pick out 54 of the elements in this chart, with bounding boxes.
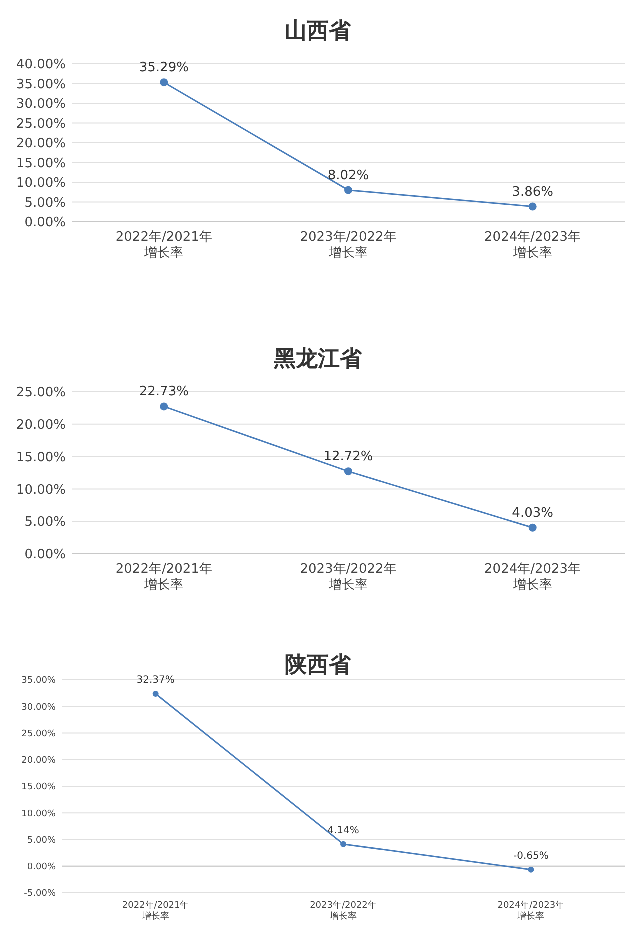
point xyxy=(528,866,534,873)
data-label: -0.65% xyxy=(513,850,549,862)
y-tick-label: 5.00% xyxy=(27,836,56,846)
y-tick-label: 15.00% xyxy=(16,450,66,466)
y-tick-label: 5.00% xyxy=(24,196,66,211)
data-label: 4.14% xyxy=(328,825,360,836)
y-tick-label: 15.00% xyxy=(22,782,56,793)
point xyxy=(528,524,537,532)
point xyxy=(344,468,352,476)
data-label: 4.03% xyxy=(512,506,554,521)
y-tick-label: 35.00% xyxy=(22,676,56,686)
chart-title: 陕西省 xyxy=(285,653,352,678)
y-tick-label: 25.00% xyxy=(16,386,66,401)
y-tick-label: 20.00% xyxy=(16,418,66,433)
data-label: 35.29% xyxy=(139,60,189,76)
data-label: 8.02% xyxy=(328,168,370,184)
point xyxy=(152,691,159,698)
y-tick-label: 0.00% xyxy=(27,862,56,873)
y-tick-label: 30.00% xyxy=(22,702,56,713)
y-tick-label: -5.00% xyxy=(24,889,56,900)
y-tick-label: 35.00% xyxy=(16,77,66,92)
chart-title: 山西省 xyxy=(285,19,352,44)
x-tick-label: 2024年/2023年增长率 xyxy=(484,230,582,262)
y-tick-label: 25.00% xyxy=(16,116,66,132)
y-tick-label: 5.00% xyxy=(24,515,66,530)
y-tick-label: 40.00% xyxy=(16,58,66,73)
y-tick-label: 30.00% xyxy=(16,97,66,112)
data-label: 32.37% xyxy=(136,675,175,686)
x-tick-label: 2024年/2023年增长率 xyxy=(496,901,566,924)
y-tick-label: 0.00% xyxy=(24,548,66,563)
point xyxy=(344,186,352,194)
x-tick-label: 2022年/2021年增长率 xyxy=(114,230,214,262)
x-tick-label: 2023年/2022年增长率 xyxy=(309,901,378,924)
y-tick-label: 10.00% xyxy=(22,809,56,820)
y-tick-label: 10.00% xyxy=(16,482,66,498)
point xyxy=(160,78,168,87)
y-tick-label: 25.00% xyxy=(22,729,56,740)
data-label: 22.73% xyxy=(139,384,189,400)
y-tick-label: 0.00% xyxy=(24,216,66,231)
x-tick-label: 2024年/2023年增长率 xyxy=(484,562,582,594)
point xyxy=(528,202,537,211)
y-tick-label: 10.00% xyxy=(16,176,66,192)
x-tick-label: 2022年/2021年增长率 xyxy=(121,901,190,924)
y-tick-label: 20.00% xyxy=(16,136,66,152)
point xyxy=(340,841,346,848)
data-label: 3.86% xyxy=(512,184,554,200)
x-tick-label: 2023年/2022年增长率 xyxy=(299,562,398,594)
y-tick-label: 15.00% xyxy=(16,156,66,172)
chart-title: 黑龙江省 xyxy=(273,347,363,372)
y-tick-label: 20.00% xyxy=(22,756,56,766)
data-label: 12.72% xyxy=(324,450,374,465)
point xyxy=(160,402,168,411)
x-tick-label: 2023年/2022年增长率 xyxy=(299,230,398,262)
x-tick-label: 2022年/2021年增长率 xyxy=(114,562,214,594)
